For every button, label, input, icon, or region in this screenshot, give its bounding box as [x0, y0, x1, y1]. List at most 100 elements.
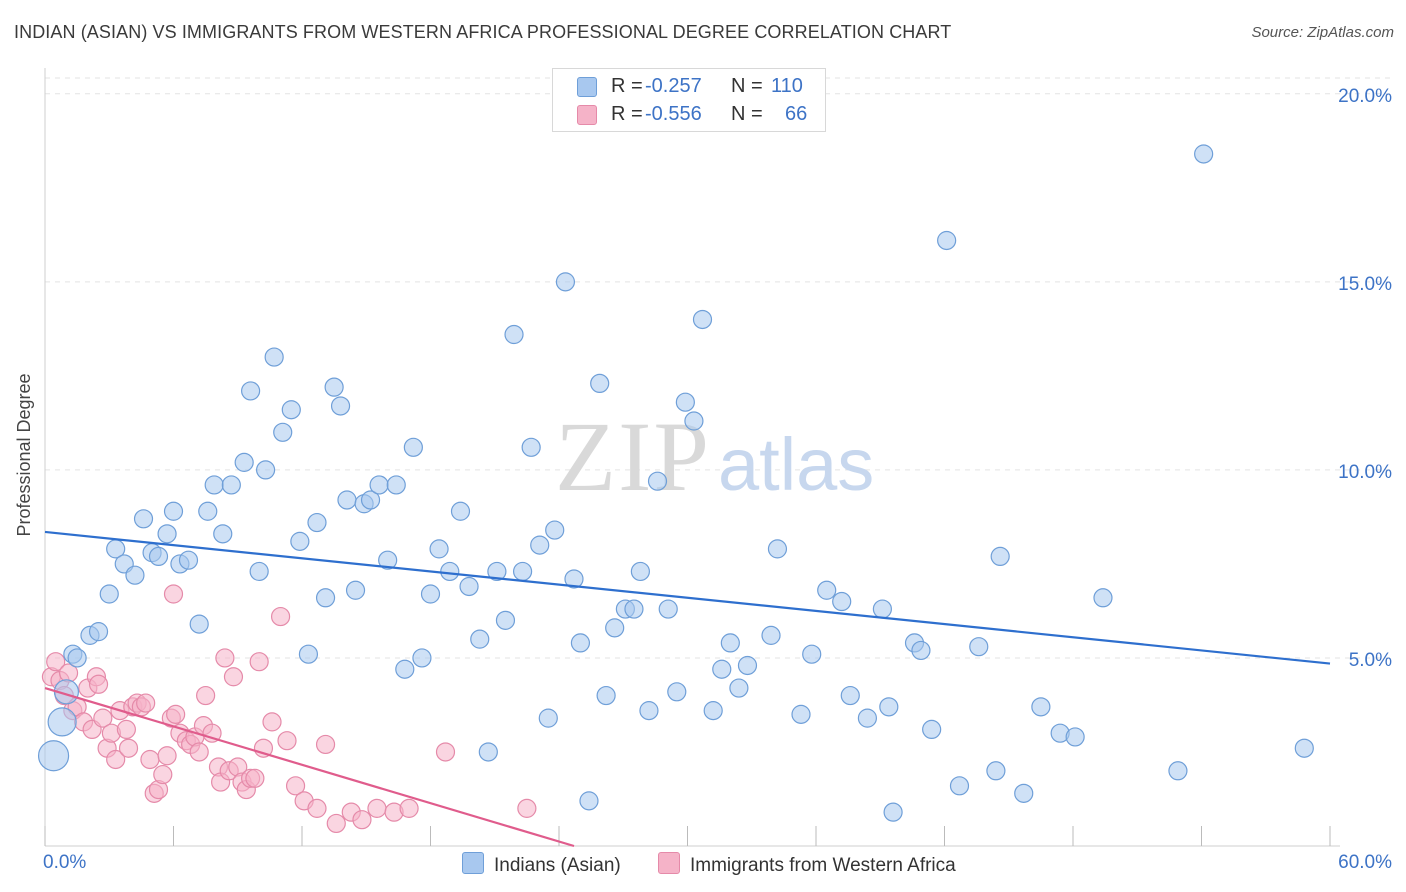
data-point — [840, 685, 860, 706]
legend-n-value: 66 — [785, 103, 808, 125]
data-point — [245, 768, 265, 788]
data-point — [369, 475, 389, 495]
data-point — [667, 682, 687, 702]
data-point — [512, 561, 533, 582]
data-point — [459, 576, 479, 597]
data-point — [116, 719, 136, 740]
y-tick-label-20: 20.0% — [1338, 85, 1392, 107]
data-point — [1168, 761, 1188, 781]
data-point — [234, 452, 254, 472]
data-point — [1093, 588, 1113, 608]
data-point — [555, 272, 576, 292]
x-tick-label-min: 0.0% — [43, 852, 87, 873]
data-point — [249, 652, 269, 672]
data-point — [624, 599, 644, 619]
data-point — [521, 437, 541, 457]
data-point — [1014, 783, 1034, 803]
data-point — [1065, 727, 1085, 747]
data-point — [545, 520, 565, 540]
correlation-legend: R = -0.257 N = 110 R = -0.556 N = 66 — [552, 68, 826, 132]
data-point — [857, 708, 878, 728]
bottom-legend-label: Indians (Asian) — [494, 855, 621, 876]
data-point — [264, 347, 284, 367]
data-point — [298, 644, 319, 664]
legend-row-indians: R = -0.257 N = 110 — [553, 73, 825, 101]
data-point — [990, 546, 1010, 567]
data-point — [270, 606, 291, 627]
data-point — [157, 524, 177, 544]
legend-n-value: 110 — [771, 75, 803, 97]
data-point — [198, 501, 218, 521]
data-point — [969, 637, 989, 657]
data-point — [153, 764, 173, 785]
data-point — [241, 381, 261, 401]
data-point — [911, 640, 931, 661]
data-point — [517, 798, 537, 818]
data-point — [352, 810, 372, 830]
data-point — [307, 512, 327, 533]
y-tick-label-15: 15.0% — [1338, 273, 1392, 295]
legend-r-label: R = — [611, 103, 643, 125]
data-point — [148, 546, 169, 567]
data-point — [435, 742, 456, 762]
data-point — [125, 565, 145, 585]
data-point — [530, 535, 550, 555]
data-point — [204, 475, 224, 495]
data-point — [761, 625, 781, 645]
data-point — [478, 742, 498, 762]
data-point — [937, 230, 957, 251]
data-point — [395, 659, 415, 679]
watermark-zip: ZIP — [555, 401, 711, 512]
bottom-legend-indians: Indians (Asian) — [462, 852, 621, 877]
data-point — [262, 712, 282, 732]
data-point — [189, 614, 209, 634]
data-point — [817, 580, 837, 600]
legend-swatch-pink — [577, 105, 597, 125]
data-point — [273, 422, 293, 442]
data-point — [949, 776, 970, 796]
data-point — [605, 618, 625, 638]
data-point — [93, 708, 113, 728]
data-point — [1194, 144, 1214, 164]
data-point — [675, 392, 695, 412]
data-point — [163, 584, 184, 604]
data-point — [315, 588, 336, 608]
data-point — [630, 561, 650, 582]
data-point — [37, 740, 70, 772]
gridlines — [45, 77, 1390, 659]
data-point — [720, 633, 740, 653]
data-point — [140, 749, 160, 770]
data-point — [326, 813, 346, 834]
data-point — [249, 561, 269, 582]
data-point — [136, 693, 156, 713]
legend-r-value: -0.556 — [645, 103, 702, 125]
data-point — [639, 701, 659, 721]
data-point — [213, 524, 233, 544]
data-point — [178, 550, 199, 570]
data-point — [88, 674, 109, 694]
data-point — [737, 655, 758, 676]
data-point — [360, 490, 381, 510]
data-point — [564, 569, 584, 589]
data-point — [570, 633, 591, 653]
data-point — [647, 471, 668, 491]
series-western-africa-points — [41, 584, 537, 834]
bottom-legend-label: Immigrants from Western Africa — [690, 855, 956, 876]
data-point — [378, 550, 398, 570]
trend-lines — [44, 530, 1331, 848]
source-label: Source: ZipAtlas.com — [1251, 24, 1394, 41]
data-point — [802, 644, 822, 664]
bottom-legend-western-africa: Immigrants from Western Africa — [658, 852, 956, 877]
data-point — [324, 377, 344, 397]
data-point — [277, 731, 297, 751]
bottom-legend-swatch-blue — [462, 852, 484, 874]
data-point — [403, 437, 423, 457]
x-tick-label-max: 60.0% — [1338, 852, 1392, 873]
legend-row-western-africa: R = -0.556 N = 66 — [553, 101, 825, 129]
data-point — [47, 707, 77, 737]
data-point — [832, 591, 852, 612]
chart-title: INDIAN (ASIAN) VS IMMIGRANTS FROM WESTER… — [14, 22, 952, 42]
data-point — [88, 622, 109, 642]
watermark-atlas: atlas — [718, 423, 874, 506]
